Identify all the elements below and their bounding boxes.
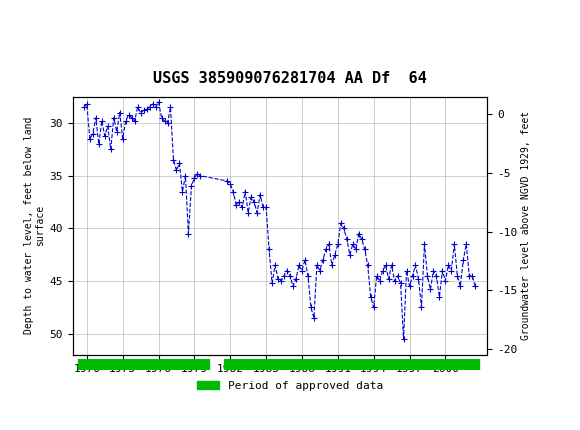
Y-axis label: Depth to water level, feet below land
surface: Depth to water level, feet below land su… (24, 117, 45, 335)
Text: USGS: USGS (58, 12, 113, 29)
Bar (3, 3, 55, 37)
Y-axis label: Groundwater level above NGVD 1929, feet: Groundwater level above NGVD 1929, feet (521, 111, 531, 340)
Text: USGS 385909076281704 AA Df  64: USGS 385909076281704 AA Df 64 (153, 71, 427, 86)
Legend: Period of approved data: Period of approved data (193, 376, 387, 395)
